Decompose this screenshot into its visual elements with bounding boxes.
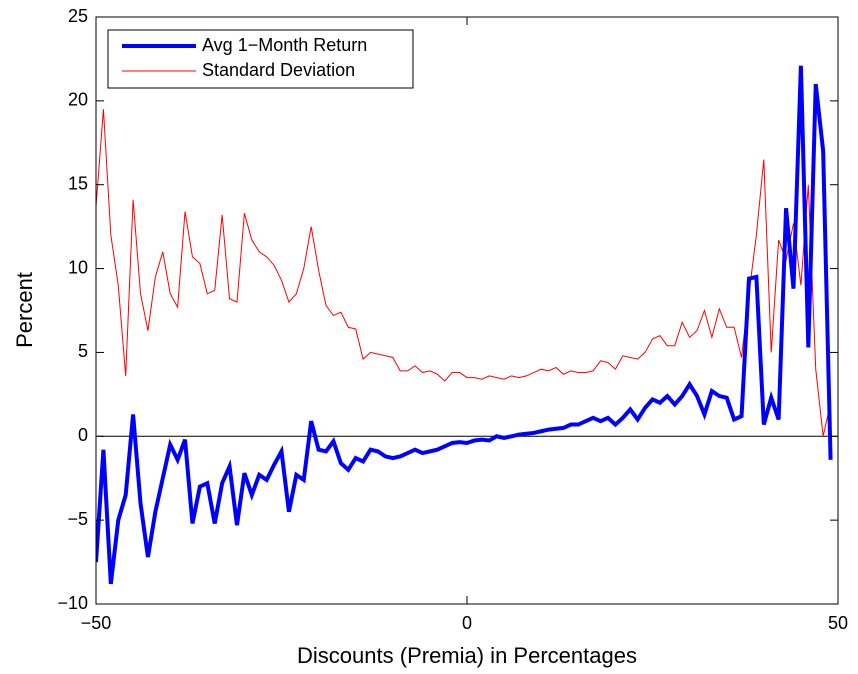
legend: Avg 1−Month Return Standard Deviation <box>107 29 414 89</box>
legend-label: Avg 1−Month Return <box>202 35 367 55</box>
lines <box>96 65 833 585</box>
x-tick-label: 50 <box>828 613 848 633</box>
data-line <box>96 109 832 437</box>
y-tick-label: −5 <box>67 509 88 529</box>
plot-area <box>96 17 838 604</box>
y-tick-label: 25 <box>68 6 88 26</box>
x-axis-label: Discounts (Premia) in Percentages <box>297 643 637 668</box>
y-tick-label: 10 <box>68 257 88 277</box>
y-axis-label: Percent <box>12 272 37 348</box>
y-tick-label: 0 <box>78 425 88 445</box>
y-tick-label: 15 <box>68 173 88 193</box>
x-tick-label: 0 <box>462 613 472 633</box>
y-tick-label: 20 <box>68 90 88 110</box>
legend-label: Standard Deviation <box>202 60 355 80</box>
data-line <box>96 65 833 585</box>
x-tick-label: −50 <box>81 613 112 633</box>
y-tick-label: 5 <box>78 341 88 361</box>
y-tick-label: −10 <box>57 593 88 613</box>
legend-box <box>107 29 414 89</box>
